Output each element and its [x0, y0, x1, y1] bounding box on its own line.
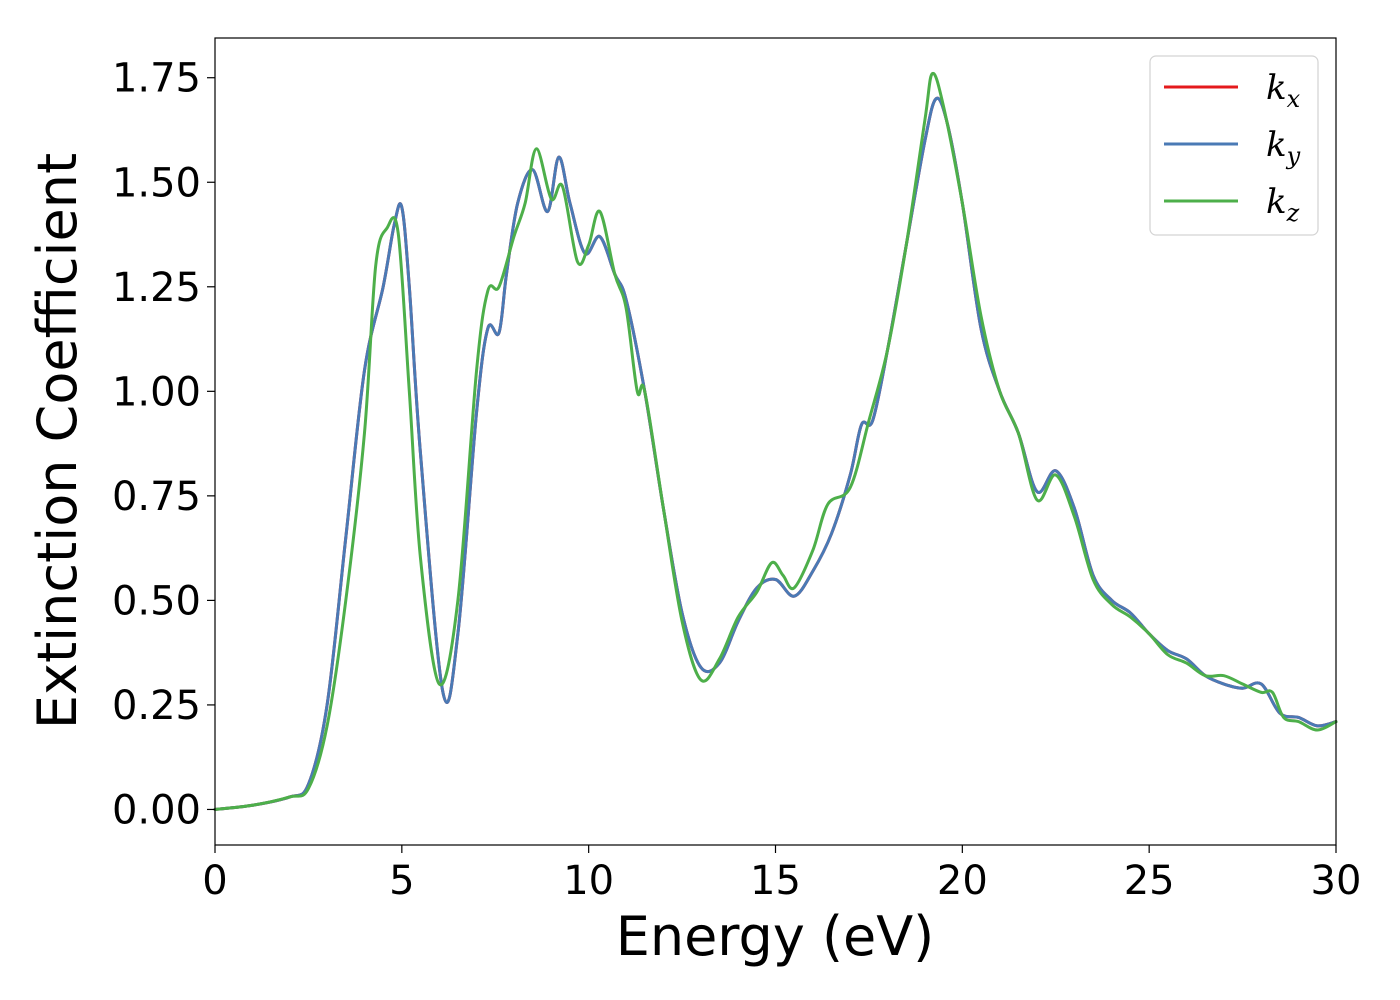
x-axis: 0 5 10 15 20 25 30: [202, 845, 1361, 904]
x-tick-label: 0: [202, 858, 227, 904]
y-tick-label: 0.00: [112, 787, 201, 833]
x-tick-label: 15: [750, 858, 801, 904]
x-axis-label: Energy (eV): [616, 905, 935, 968]
y-tick-label: 0.75: [112, 474, 201, 520]
plot-area: [213, 37, 1338, 846]
legend: kx ky kz: [1149, 55, 1319, 236]
legend-label-y: ky: [1266, 125, 1301, 170]
y-axis-label: Extinction Coefficient: [26, 153, 89, 729]
series-line-y: [213, 96, 1338, 811]
legend-label-x: kx: [1266, 68, 1301, 113]
legend-label-z: kz: [1266, 182, 1300, 227]
x-tick-label: 25: [1124, 858, 1175, 904]
x-tick-label: 20: [937, 858, 988, 904]
y-axis: 0.00 0.25 0.50 0.75 1.00 1.25 1.50 1.75: [112, 56, 215, 833]
y-tick-label: 1.25: [112, 265, 201, 311]
y-tick-label: 0.50: [112, 578, 201, 624]
series-layer: [213, 71, 1338, 811]
y-tick-label: 1.00: [112, 369, 201, 415]
y-tick-label: 1.50: [112, 160, 201, 206]
legend-entries: kx ky kz: [1164, 68, 1301, 227]
x-tick-label: 10: [563, 858, 614, 904]
x-tick-label: 30: [1311, 858, 1362, 904]
y-tick-label: 0.25: [112, 683, 201, 729]
series-line-z: [213, 71, 1338, 811]
y-tick-label: 1.75: [112, 56, 201, 102]
x-tick-label: 5: [389, 858, 414, 904]
